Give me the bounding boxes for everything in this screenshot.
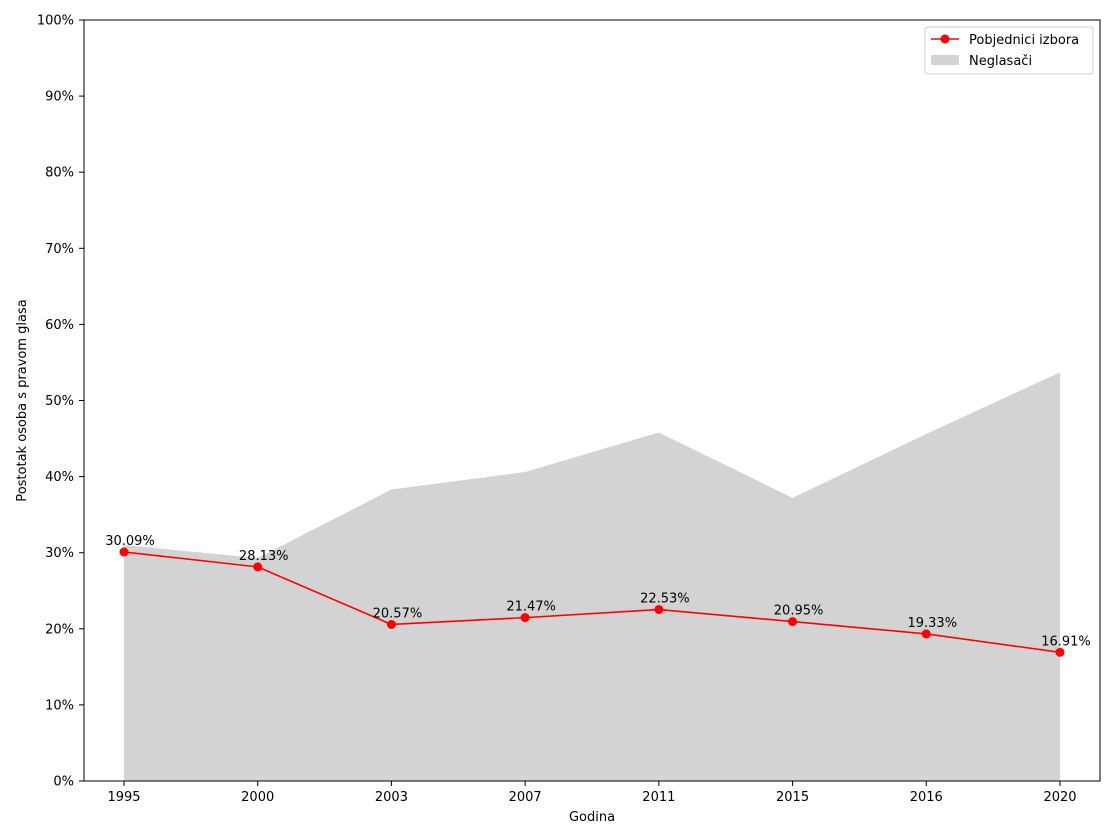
x-tick-label: 2007 — [509, 790, 542, 805]
x-tick-label: 2003 — [375, 790, 408, 805]
y-tick-label: 90% — [45, 90, 74, 105]
data-labels-layer: 30.09% 28.13% 20.57% 21.47% 22.53% 20.95% 19.3… — [105, 534, 1091, 649]
legend-box — [924, 26, 1094, 75]
data-label: 30.09% — [105, 534, 155, 549]
winners-point — [119, 547, 129, 557]
winners-point — [386, 619, 396, 629]
x-tick-label: 2000 — [241, 790, 274, 805]
y-axis-ticks: 0% 10% 20% 30% 40% 50% 60% 70% 80% 90% 100% — [37, 14, 84, 790]
data-label: 16.91% — [1041, 634, 1091, 649]
winners-line-layer — [123, 551, 1061, 654]
y-tick-label: 0% — [53, 775, 74, 790]
x-tick-label: 2015 — [776, 790, 809, 805]
winners-point — [921, 629, 931, 639]
winners-points-layer — [119, 547, 1065, 657]
legend-area-swatch — [931, 55, 959, 65]
y-tick-label: 70% — [45, 242, 74, 257]
winners-point — [788, 617, 798, 627]
non-voters-area-layer — [124, 372, 1060, 781]
winners-point — [520, 613, 530, 623]
data-label: 20.57% — [373, 606, 423, 621]
x-axis-label: Godina — [569, 810, 615, 825]
x-tick-label: 2011 — [642, 790, 675, 805]
legend-label-winners: Pobjednici izbora — [969, 33, 1079, 48]
legend-label-non-voters: Neglasači — [969, 54, 1032, 69]
winners-line — [123, 551, 1061, 654]
winners-point — [1055, 647, 1065, 657]
y-tick-label: 30% — [45, 546, 74, 561]
non-voters-area — [124, 372, 1060, 781]
x-tick-label: 2020 — [1043, 790, 1076, 805]
y-axis-label: Postotak osoba s pravom glasa — [15, 299, 30, 501]
data-label: 21.47% — [506, 600, 556, 615]
data-label: 20.95% — [774, 604, 824, 619]
x-axis-ticks: 1995 2000 2003 2007 2011 2015 2016 2020 — [107, 781, 1077, 805]
data-label: 22.53% — [640, 592, 690, 607]
y-tick-label: 10% — [45, 698, 74, 713]
winners-point — [654, 605, 664, 615]
legend-marker-swatch — [940, 34, 950, 44]
y-tick-label: 40% — [45, 470, 74, 485]
x-tick-label: 1995 — [107, 790, 140, 805]
y-tick-label: 20% — [45, 622, 74, 637]
legend: Pobjednici izbora Neglasači — [924, 26, 1094, 75]
winners-point — [253, 562, 263, 572]
y-tick-label: 50% — [45, 394, 74, 409]
y-tick-label: 80% — [45, 166, 74, 181]
y-tick-label: 100% — [37, 14, 74, 29]
data-label: 19.33% — [907, 616, 957, 631]
y-tick-label: 60% — [45, 318, 74, 333]
x-tick-label: 2016 — [910, 790, 943, 805]
data-label: 28.13% — [239, 549, 289, 564]
